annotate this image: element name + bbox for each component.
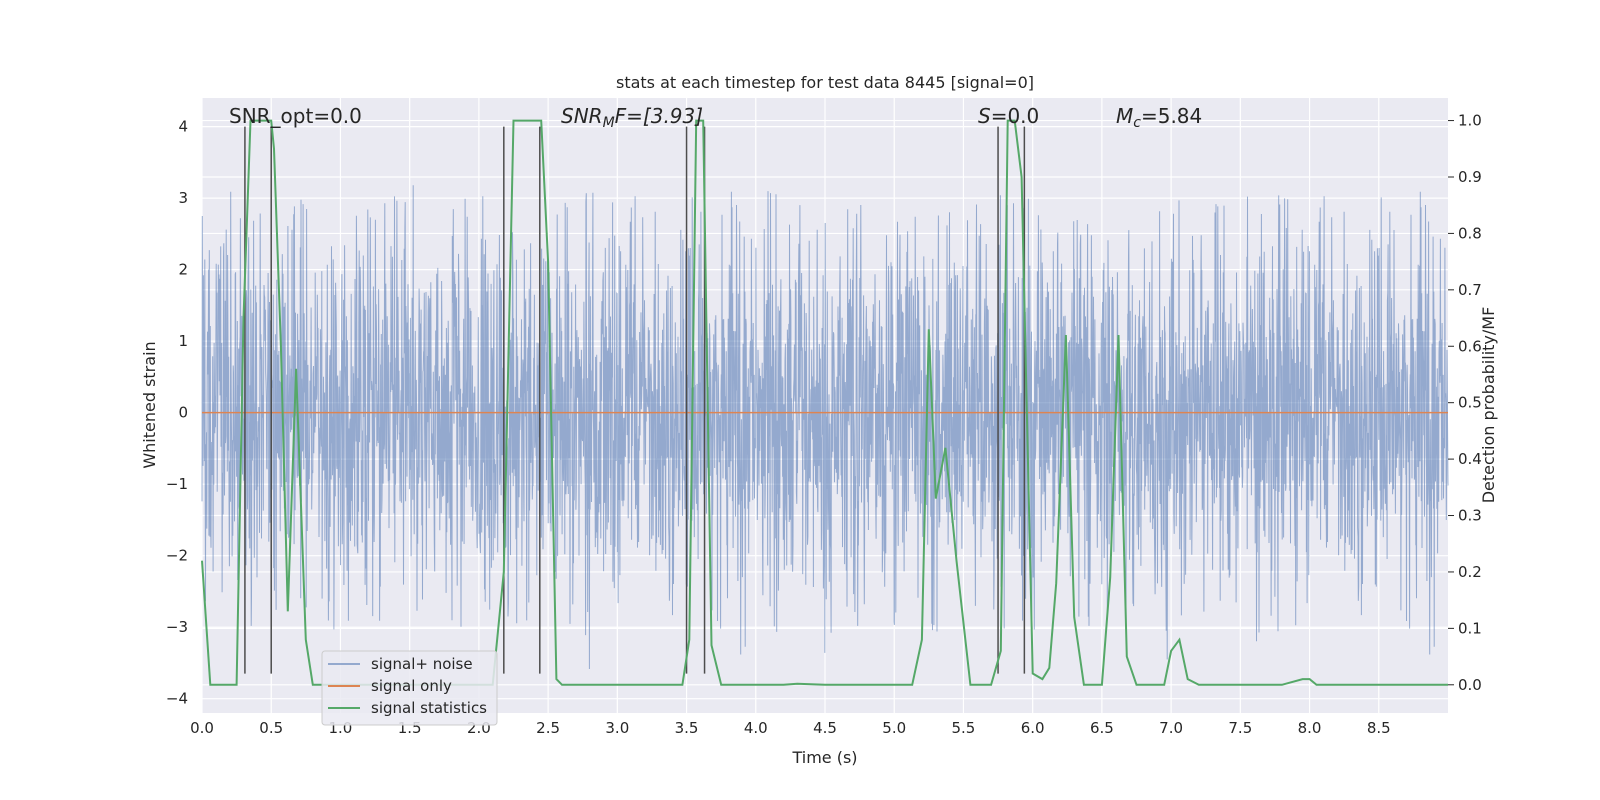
- legend: signal+ noise signal only signal statist…: [321, 650, 498, 726]
- chart-title: stats at each timestep for test data 844…: [616, 73, 1034, 92]
- x-tick-label-6: 3.0: [605, 719, 629, 737]
- y-axis-label: Whitened strain: [140, 341, 159, 468]
- y-tick-label-0: 4: [178, 118, 188, 136]
- y-tick-label-1: 3: [178, 189, 188, 207]
- annotation-snr-mf: SNRMF=[3.93]: [561, 104, 703, 131]
- y-tick-label-2: 2: [178, 261, 188, 279]
- x-tick-label-0: 0.0: [190, 719, 214, 737]
- y2-tick-label-8: 0.2: [1458, 563, 1482, 581]
- annotation-snr-opt: SNR_opt=0.0: [229, 104, 362, 128]
- y2-tick-label-1: 0.9: [1458, 168, 1482, 186]
- y2-tick-label-6: 0.4: [1458, 450, 1482, 468]
- x-tick-label-7: 3.5: [675, 719, 699, 737]
- x-tick-label-17: 8.5: [1367, 719, 1391, 737]
- x-tick-label-12: 6.0: [1021, 719, 1045, 737]
- y2-tick-label-10: 0.0: [1458, 676, 1482, 694]
- y2-tick-label-4: 0.6: [1458, 337, 1482, 355]
- y2-tick-label-7: 0.3: [1458, 507, 1482, 525]
- signal-noise-line: [201, 185, 1449, 670]
- x-tick-label-15: 7.5: [1228, 719, 1252, 737]
- legend-label-signal-only: signal only: [371, 677, 452, 695]
- x-tick-label-14: 7.0: [1159, 719, 1183, 737]
- legend-label-signal-statistics: signal statistics: [371, 699, 487, 717]
- y-tick-label-3: 1: [178, 332, 188, 350]
- annotation-s: S=0.0: [978, 104, 1039, 128]
- y-axis-ticks: 4 3 2 1 0 −1 −2 −3 −4: [166, 118, 188, 708]
- x-tick-label-11: 5.5: [952, 719, 976, 737]
- y-tick-label-7: −3: [166, 618, 188, 636]
- y2-tick-label-3: 0.7: [1458, 281, 1482, 299]
- y-tick-label-6: −2: [166, 547, 188, 565]
- y-tick-label-4: 0: [178, 404, 188, 422]
- y2-tick-label-5: 0.5: [1458, 394, 1482, 412]
- y2-axis-ticks: 1.0 0.9 0.8 0.7 0.6 0.5 0.4 0.3 0.2 0.1 0.0: [1448, 112, 1482, 694]
- x-tick-label-16: 8.0: [1298, 719, 1322, 737]
- y-tick-label-5: −1: [166, 475, 188, 493]
- event-markers: [244, 126, 1026, 674]
- x-axis-label: Time (s): [791, 748, 857, 767]
- legend-label-signal-noise: signal+ noise: [371, 655, 473, 673]
- y2-tick-label-0: 1.0: [1458, 112, 1482, 130]
- y2-axis-label: Detection probability/MF: [1479, 307, 1498, 504]
- y2-tick-label-9: 0.1: [1458, 619, 1482, 637]
- x-tick-label-10: 5.0: [882, 719, 906, 737]
- signal-noise-series: [201, 185, 1449, 670]
- x-tick-label-8: 4.0: [744, 719, 768, 737]
- x-tick-label-5: 2.5: [536, 719, 560, 737]
- x-tick-label-13: 6.5: [1090, 719, 1114, 737]
- x-tick-label-9: 4.5: [813, 719, 837, 737]
- legend-box: [321, 650, 498, 726]
- y2-tick-label-2: 0.8: [1458, 224, 1482, 242]
- annotation-mc: Mc=5.84: [1116, 104, 1202, 131]
- y-tick-label-8: −4: [166, 690, 188, 708]
- x-tick-label-1: 0.5: [259, 719, 283, 737]
